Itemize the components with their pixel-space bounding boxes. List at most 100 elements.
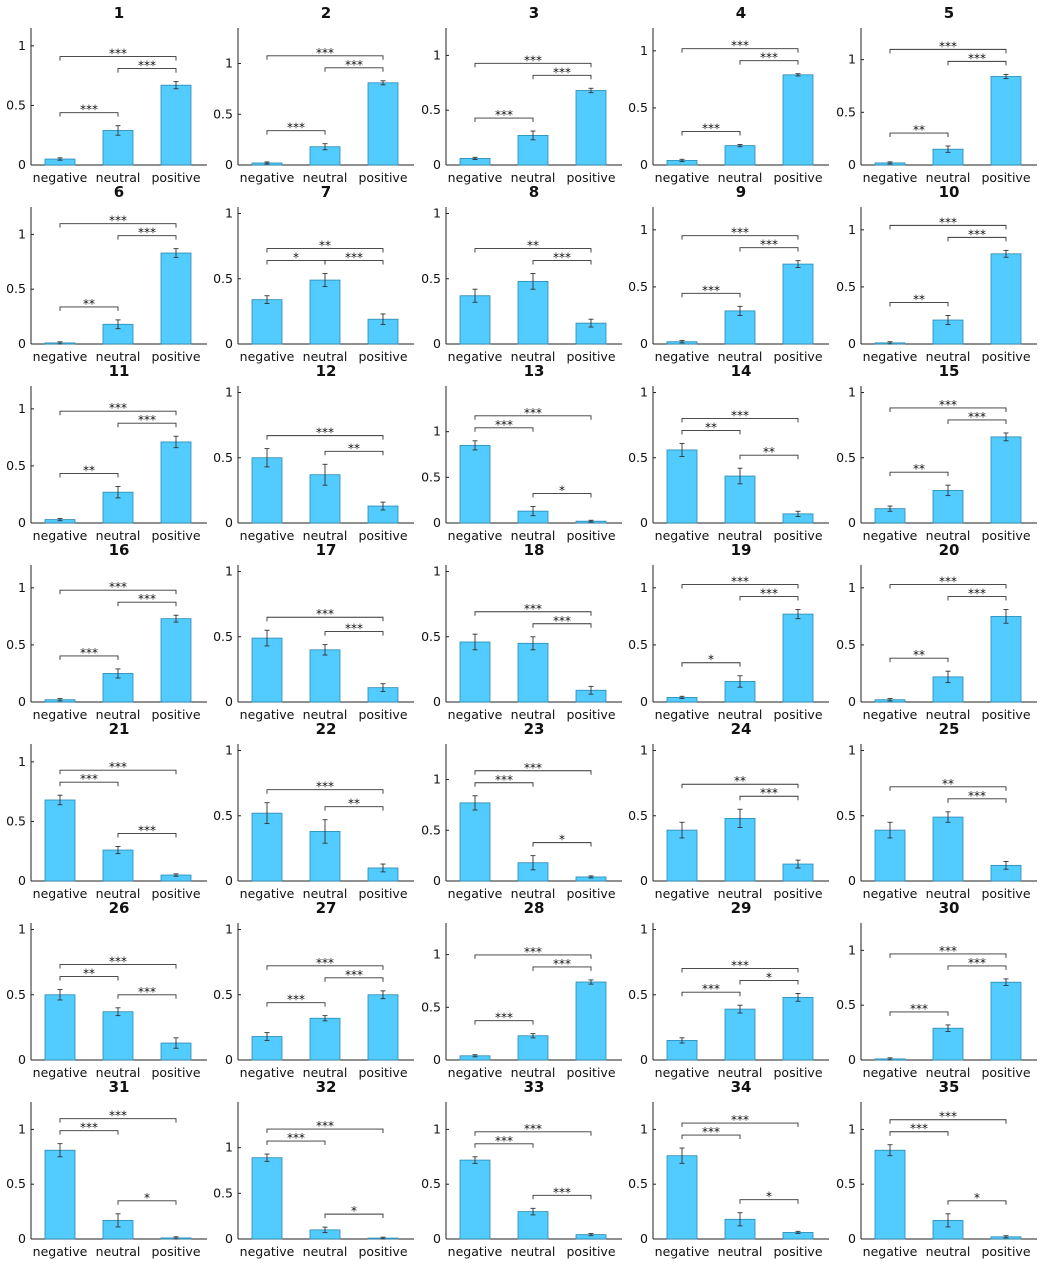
error-bar bbox=[115, 1213, 121, 1228]
significance-label: *** bbox=[316, 1119, 334, 1133]
x-tick-label: positive bbox=[359, 528, 408, 543]
x-tick-label: neutral bbox=[510, 1065, 555, 1080]
error-bar bbox=[588, 875, 594, 879]
chart-svg: 18 0 0.5 1 negative neutral positive *** *** bbox=[421, 541, 622, 722]
bar-positive bbox=[990, 76, 1021, 166]
error-bar bbox=[322, 463, 328, 486]
significance-bracket bbox=[324, 977, 384, 982]
significance-label: ** bbox=[913, 462, 925, 476]
chart-panel-4: 4 0 0.5 1 negative neutral positive *** *** *** bbox=[622, 0, 830, 185]
x-tick-label: positive bbox=[151, 1065, 200, 1080]
significance-bracket bbox=[532, 74, 592, 80]
bar-positive bbox=[990, 253, 1021, 345]
x-tick-label: negative bbox=[240, 528, 295, 543]
significance-label: *** bbox=[702, 1125, 720, 1139]
chart-title: 20 bbox=[938, 541, 959, 559]
x-tick-label: negative bbox=[240, 1244, 295, 1259]
significance-label: ** bbox=[913, 292, 925, 306]
error-bar bbox=[945, 811, 951, 823]
significance-label: *** bbox=[553, 1185, 571, 1199]
y-tick-label: 0 bbox=[225, 694, 233, 709]
chart-title: 16 bbox=[109, 541, 130, 559]
significance-bracket bbox=[266, 1128, 384, 1134]
significance-bracket bbox=[889, 657, 949, 663]
significance-bracket bbox=[889, 302, 949, 307]
y-tick-label: 0.5 bbox=[421, 469, 441, 484]
y-tick-label: 0.5 bbox=[628, 1176, 648, 1191]
significance-label: *** bbox=[495, 1134, 513, 1148]
y-tick-label: 0 bbox=[225, 873, 233, 888]
x-tick-label: positive bbox=[981, 707, 1030, 722]
error-bar bbox=[322, 1226, 328, 1234]
significance-label: *** bbox=[760, 786, 778, 800]
chart-title: 25 bbox=[938, 720, 959, 738]
significance-label: *** bbox=[968, 587, 986, 601]
bar-negative bbox=[666, 829, 698, 882]
significance-label: *** bbox=[553, 957, 571, 971]
significance-bracket bbox=[266, 1002, 326, 1007]
y-tick-label: 0 bbox=[18, 157, 26, 172]
error-bar bbox=[1003, 249, 1009, 258]
chart-panel-25: 25 0 0.5 1 negative neutral positive *** ** bbox=[830, 716, 1037, 901]
significance-label: *** bbox=[731, 575, 749, 589]
y-tick-label: 0.5 bbox=[628, 450, 648, 465]
significance-label: *** bbox=[495, 773, 513, 787]
significance-bracket bbox=[59, 473, 119, 478]
chart-panel-29: 29 0 0.5 1 negative neutral positive *** * *** bbox=[622, 895, 830, 1080]
bar-positive bbox=[990, 436, 1021, 524]
error-bar bbox=[945, 484, 951, 497]
x-tick-label: negative bbox=[33, 886, 88, 901]
chart-panel-15: 15 0 0.5 1 negative neutral positive ** *** *** bbox=[830, 358, 1037, 543]
x-tick-label: positive bbox=[151, 528, 200, 543]
error-bar bbox=[322, 819, 328, 844]
error-bar bbox=[737, 143, 743, 148]
significance-label: *** bbox=[138, 59, 156, 73]
significance-label: *** bbox=[495, 418, 513, 432]
y-tick-label: 0 bbox=[433, 515, 441, 530]
error-bar bbox=[795, 859, 801, 869]
chart-title: 19 bbox=[731, 541, 752, 559]
chart-title: 28 bbox=[523, 899, 544, 917]
x-tick-label: neutral bbox=[718, 349, 763, 364]
error-bar bbox=[1003, 609, 1009, 624]
chart-title: 27 bbox=[316, 899, 337, 917]
error-bar bbox=[737, 675, 743, 688]
y-tick-label: 0.5 bbox=[214, 987, 234, 1002]
significance-label: ** bbox=[734, 774, 746, 788]
chart-title: 21 bbox=[109, 720, 130, 738]
significance-bracket bbox=[739, 980, 799, 985]
y-tick-label: 0.5 bbox=[836, 808, 856, 823]
bar-neutral bbox=[517, 1211, 549, 1240]
significance-label: *** bbox=[109, 1109, 127, 1123]
x-tick-label: negative bbox=[655, 170, 710, 185]
x-tick-label: negative bbox=[862, 1244, 917, 1259]
significance-bracket bbox=[889, 786, 1007, 791]
x-tick-label: positive bbox=[774, 707, 823, 722]
error-bar bbox=[588, 1233, 594, 1237]
x-tick-label: positive bbox=[359, 1065, 408, 1080]
error-bar bbox=[679, 1147, 685, 1164]
significance-label: *** bbox=[760, 587, 778, 601]
error-bar bbox=[264, 161, 270, 165]
x-tick-label: negative bbox=[655, 1244, 710, 1259]
y-tick-label: 1 bbox=[433, 1121, 441, 1136]
x-tick-label: neutral bbox=[925, 707, 970, 722]
significance-bracket bbox=[532, 966, 592, 971]
y-tick-label: 0 bbox=[433, 1231, 441, 1246]
significance-label: *** bbox=[731, 408, 749, 422]
x-tick-label: positive bbox=[981, 1244, 1030, 1259]
y-tick-label: 0.5 bbox=[6, 637, 26, 652]
x-tick-label: negative bbox=[240, 1065, 295, 1080]
error-bar bbox=[173, 614, 179, 623]
significance-label: *** bbox=[109, 760, 127, 774]
significance-bracket bbox=[681, 235, 799, 240]
x-tick-label: neutral bbox=[303, 349, 348, 364]
significance-bracket bbox=[266, 55, 384, 60]
significance-bracket bbox=[889, 48, 1007, 54]
error-bar bbox=[322, 273, 328, 288]
error-bar bbox=[472, 440, 478, 451]
y-tick-label: 0.5 bbox=[421, 629, 441, 644]
x-tick-label: positive bbox=[774, 170, 823, 185]
chart-title: 33 bbox=[523, 1078, 544, 1096]
